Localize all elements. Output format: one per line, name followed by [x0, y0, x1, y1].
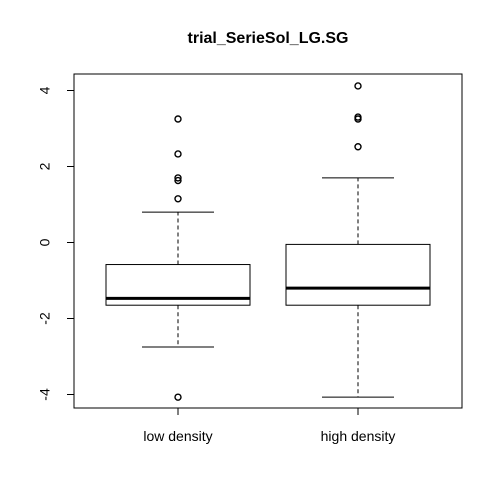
plot-frame	[73, 73, 463, 409]
x-tick-label: high density	[321, 428, 396, 444]
x-axis: low density high density	[143, 408, 395, 444]
outlier-point	[174, 176, 182, 185]
x-tick-label: low density	[143, 428, 212, 444]
outlier-point	[174, 115, 182, 123]
y-axis: -4 -2 0 2 4	[37, 86, 74, 401]
iqr-box	[285, 243, 431, 306]
outlier-point	[174, 195, 182, 203]
chart-title: trial_SerieSol_LG.SG	[188, 30, 349, 47]
y-tick-label: -2	[37, 312, 53, 325]
y-tick-label: 2	[37, 162, 53, 170]
y-tick-label: 4	[37, 86, 53, 94]
outlier-point	[174, 150, 182, 158]
box-low-density	[105, 115, 251, 401]
outlier-point	[354, 82, 362, 90]
outlier-point	[174, 174, 182, 182]
box-high-density	[285, 82, 431, 398]
outlier-point	[174, 393, 182, 401]
y-tick-label: 0	[37, 238, 53, 246]
outlier-point	[354, 115, 362, 123]
outlier-point	[354, 143, 362, 151]
box-series	[105, 82, 431, 401]
y-tick-label: -4	[37, 388, 53, 401]
